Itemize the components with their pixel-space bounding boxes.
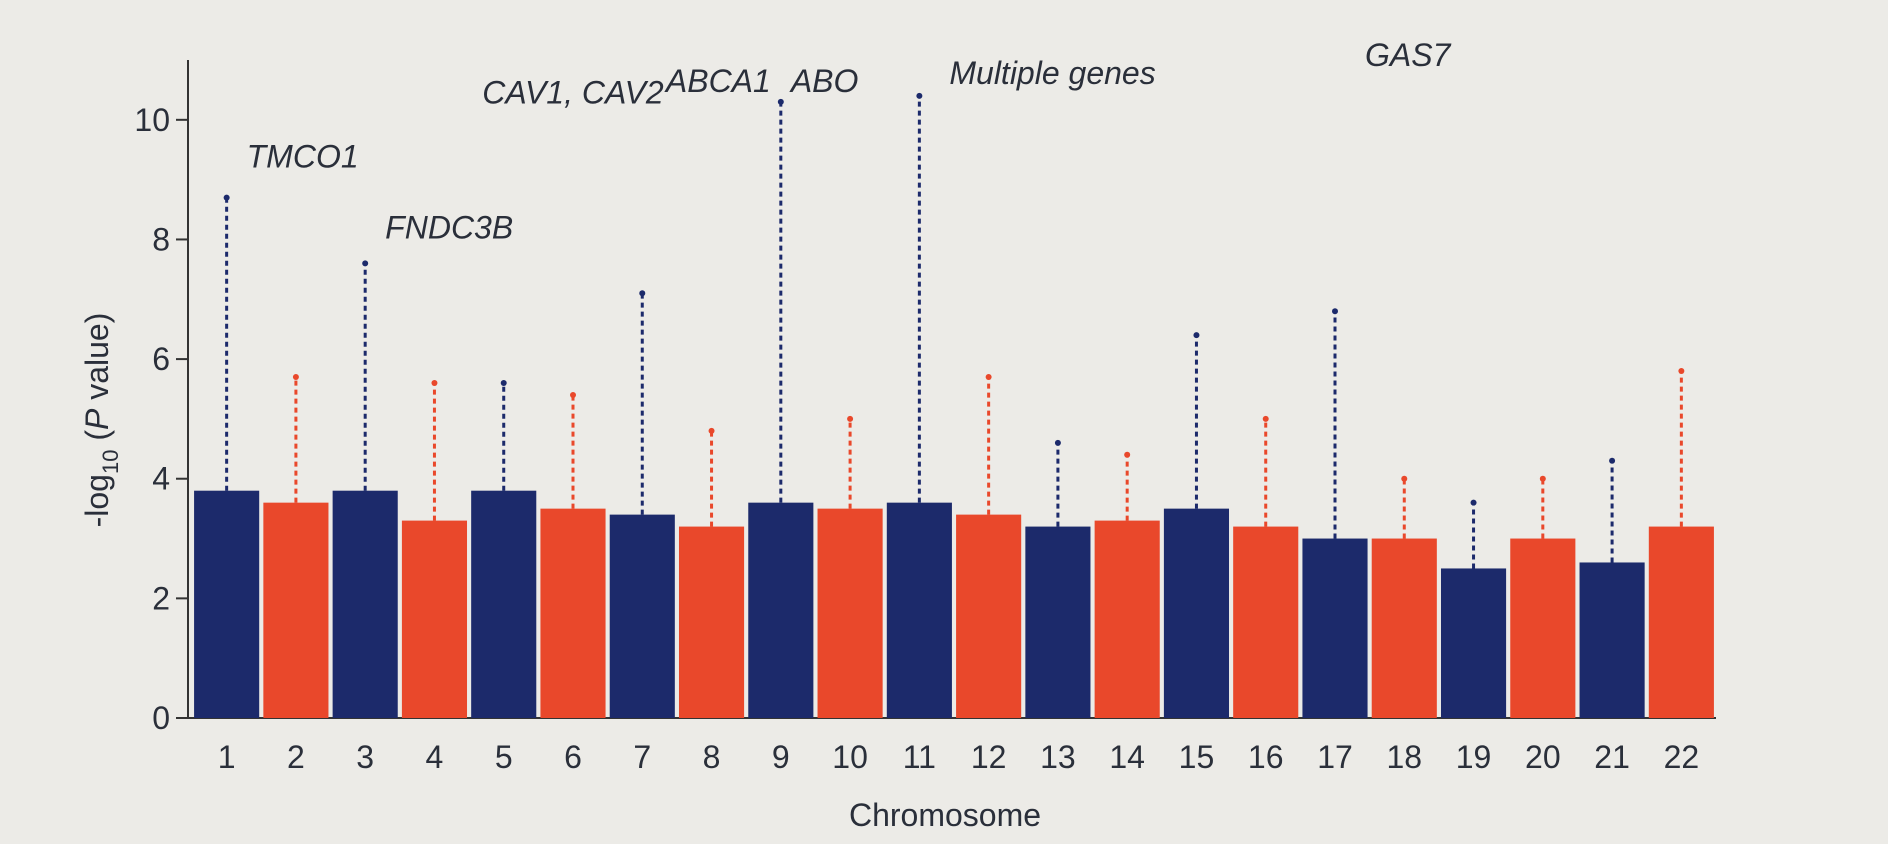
peak-snp: [1193, 332, 1200, 339]
x-tick-label: 5: [495, 739, 513, 775]
peak-snp: [362, 260, 369, 267]
peak-snp: [1539, 475, 1546, 482]
x-tick-label: 12: [971, 739, 1007, 775]
peak-snp: [1054, 439, 1061, 446]
peak-snp: [1332, 308, 1338, 315]
peak-snp: [431, 380, 438, 387]
x-tick-label: 7: [633, 739, 651, 775]
y-label-prefix: -log: [79, 474, 115, 527]
x-tick-label: 19: [1456, 739, 1492, 775]
chromosome-block: [1371, 538, 1437, 718]
x-tick-label: 17: [1317, 739, 1353, 775]
chromosome-block: [817, 508, 883, 718]
y-tick-label: 6: [152, 341, 170, 377]
peak-snp: [1609, 457, 1616, 464]
chromosome-block: [1233, 526, 1299, 718]
y-tick-label: 4: [152, 461, 170, 497]
peak-snp: [1678, 368, 1685, 375]
x-tick-label: 14: [1109, 739, 1145, 775]
peak-snp: [1262, 415, 1269, 422]
chromosome-block: [1302, 538, 1368, 718]
chromosome-block: [401, 520, 468, 718]
chromosome-block: [748, 502, 814, 718]
chromosome-block: [886, 502, 952, 718]
chromosome-block: [194, 490, 260, 718]
chromosome-block: [1025, 526, 1091, 718]
chromosome-block: [1579, 562, 1645, 718]
x-tick-label: 9: [772, 739, 790, 775]
x-tick-label: 4: [426, 739, 444, 775]
x-tick-label: 21: [1594, 739, 1630, 775]
y-label-rest: value): [79, 313, 115, 409]
x-tick-label: 1: [218, 739, 236, 775]
x-tick-label: 3: [356, 739, 374, 775]
gene-annotation: Multiple genes: [949, 55, 1155, 91]
x-axis-label: Chromosome: [849, 797, 1041, 833]
gene-annotation: TMCO1: [247, 139, 359, 175]
x-tick-label: 13: [1040, 739, 1076, 775]
y-label-italic: P: [79, 408, 115, 430]
peak-snp: [500, 380, 507, 387]
y-label-open: (: [79, 430, 115, 450]
x-tick-label: 22: [1664, 739, 1700, 775]
gene-annotation: FNDC3B: [385, 209, 513, 245]
x-tick-label: 10: [832, 739, 868, 775]
peak-snp: [985, 374, 992, 381]
x-tick-label: 8: [703, 739, 721, 775]
gene-annotation: GAS7: [1365, 37, 1452, 73]
peak-snp: [777, 98, 784, 105]
chromosome-block: [1440, 568, 1507, 718]
gene-annotation: ABO: [789, 63, 859, 99]
x-tick-label: 15: [1179, 739, 1215, 775]
peak-snp: [1401, 475, 1408, 482]
peak-snp: [570, 391, 576, 398]
chromosome-block: [540, 508, 606, 718]
peak-snp: [916, 92, 923, 99]
chromosome-block: [1094, 520, 1160, 718]
chromosome-block: [609, 514, 675, 718]
chromosome-block: [332, 490, 398, 718]
x-tick-label: 16: [1248, 739, 1284, 775]
peak-snp: [639, 290, 646, 297]
y-tick-label: 0: [152, 700, 170, 736]
chromosome-block: [678, 526, 745, 718]
y-label-subscript: 10: [98, 450, 123, 474]
chromosome-block: [1163, 508, 1230, 718]
y-tick-label: 8: [152, 221, 170, 257]
y-axis-label: -log10 (P value): [79, 313, 123, 528]
x-tick-label: 2: [287, 739, 305, 775]
peak-snp: [708, 427, 715, 434]
peak-snp: [223, 194, 230, 201]
chromosome-block: [1648, 526, 1714, 718]
peak-snp: [1470, 499, 1477, 506]
chromosome-block: [471, 490, 537, 718]
x-tick-label: 18: [1386, 739, 1422, 775]
chromosome-block: [263, 502, 329, 718]
peak-snp: [292, 374, 299, 381]
chromosome-block: [956, 514, 1022, 718]
y-tick-label: 2: [152, 580, 170, 616]
peak-snp: [1124, 451, 1131, 458]
chromosome-block: [1510, 538, 1576, 718]
y-tick-label: 10: [134, 102, 170, 138]
x-tick-label: 11: [903, 739, 936, 775]
x-tick-label: 20: [1525, 739, 1561, 775]
peak-snp: [847, 415, 854, 422]
gene-annotation: ABCA1: [664, 63, 771, 99]
gene-annotation: CAV1, CAV2: [482, 74, 664, 110]
x-tick-label: 6: [564, 739, 582, 775]
